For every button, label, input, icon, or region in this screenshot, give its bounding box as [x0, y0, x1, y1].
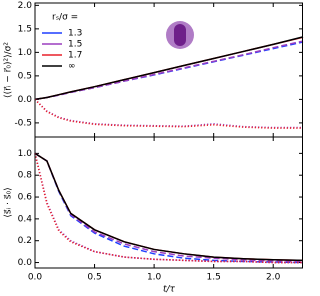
series-line	[34, 152, 304, 264]
y-tick-label: 1.0	[18, 149, 33, 159]
y-axis-label: ⟨s⃗ᵢ · s⃗₀⟩	[4, 187, 14, 217]
legend-label: ∞	[68, 62, 76, 72]
series-line	[34, 98, 303, 129]
series-line	[34, 152, 304, 263]
series-line	[34, 36, 304, 101]
y-tick-label: 0.0	[18, 95, 33, 105]
x-tick-label: 0.0	[28, 273, 43, 283]
legend-label: 1.5	[68, 40, 82, 50]
x-axis-label: t/τ	[163, 285, 176, 295]
x-tick-label: 1.5	[207, 273, 221, 283]
plot-frame	[34, 136, 303, 269]
chart: -0.5 0.0 0.5 1.0 1.5 2.0 ⟨(r⃗ᵢ − r⃗₀)²⟩/σ² rₛ/σ…	[4, 1, 304, 295]
y-tick-label: 0.4	[18, 214, 33, 224]
series-line	[34, 153, 303, 264]
x-tick-label: 0.5	[87, 273, 101, 283]
x-tick-label: 2.0	[266, 273, 281, 283]
y-tick-label: 0.5	[18, 71, 32, 81]
y-tick-label: 1.0	[18, 48, 33, 58]
y-tick-label: 0.6	[18, 193, 33, 203]
y-tick-label: 0.2	[18, 236, 32, 246]
y-axis-label: ⟨(r⃗ᵢ − r⃗₀)²⟩/σ²	[4, 42, 14, 98]
legend-title: rₛ/σ =	[52, 13, 78, 23]
series-line	[34, 98, 303, 129]
y-tick-label: 2.0	[18, 1, 33, 11]
series-line	[34, 152, 304, 262]
legend-label: 1.3	[68, 29, 82, 39]
y-tick-label: 0.8	[18, 171, 33, 181]
y-tick-label: 0.0	[18, 258, 33, 268]
y-tick-label: 1.5	[18, 24, 32, 34]
y-tick-label: -0.5	[14, 118, 32, 128]
legend-label: 1.7	[68, 51, 82, 61]
x-tick-label: 1.0	[147, 273, 162, 283]
series-line	[34, 153, 303, 264]
particle-icon	[166, 21, 194, 49]
